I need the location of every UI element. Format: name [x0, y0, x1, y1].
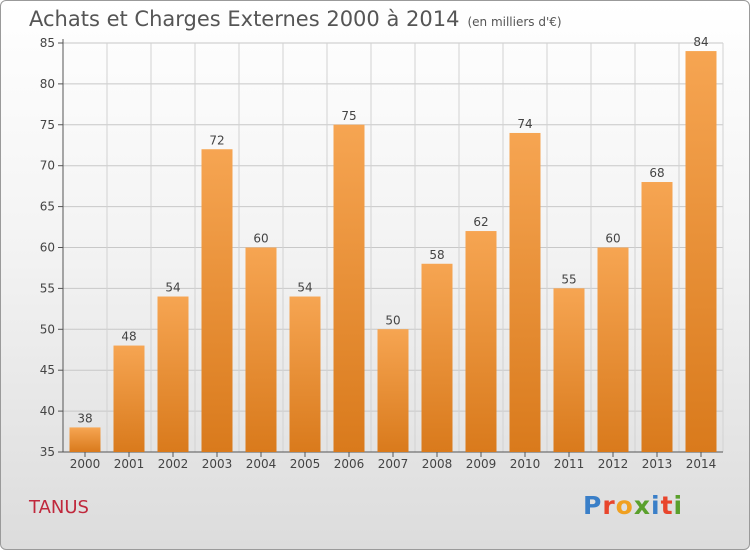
data-label: 54 — [297, 281, 312, 295]
bar — [289, 296, 321, 452]
data-label: 62 — [473, 215, 488, 229]
bar-highlight — [245, 247, 277, 250]
y-tick-label: 55 — [40, 281, 55, 295]
y-tick-label: 40 — [40, 404, 55, 418]
x-tick-label: 2010 — [510, 457, 541, 471]
x-tick-label: 2011 — [554, 457, 585, 471]
x-tick-label: 2008 — [422, 457, 453, 471]
data-label: 75 — [341, 109, 356, 123]
x-tick-label: 2002 — [158, 457, 189, 471]
data-label: 50 — [385, 313, 400, 327]
bar — [245, 247, 277, 452]
title-text: Achats et Charges Externes 2000 à 2014 — [29, 7, 460, 31]
bar — [641, 182, 673, 452]
x-tick-label: 2009 — [466, 457, 497, 471]
data-label: 60 — [605, 232, 620, 246]
logo-letter: P — [583, 491, 603, 520]
y-tick-label: 85 — [40, 36, 55, 50]
y-tick-label: 45 — [40, 363, 55, 377]
x-tick-label: 2014 — [686, 457, 717, 471]
x-tick-label: 2006 — [334, 457, 365, 471]
bar — [597, 247, 629, 452]
x-tick-label: 2005 — [290, 457, 321, 471]
y-tick-label: 75 — [40, 118, 55, 132]
bars — [69, 51, 717, 453]
logo-letter: i — [673, 491, 684, 520]
y-tick-label: 65 — [40, 200, 55, 214]
bar — [157, 296, 189, 452]
bar-highlight — [553, 288, 585, 291]
chart-subtitle: (en milliers d'€) — [467, 15, 562, 29]
data-label: 38 — [77, 411, 92, 425]
bar-highlight — [641, 182, 673, 185]
data-label: 84 — [693, 35, 708, 49]
data-label: 48 — [121, 330, 136, 344]
logo-letter: o — [615, 491, 634, 520]
data-label: 60 — [253, 232, 268, 246]
bar — [377, 329, 409, 452]
bar — [553, 288, 585, 452]
bar-highlight — [69, 427, 101, 430]
data-label: 68 — [649, 166, 664, 180]
bar-highlight — [685, 51, 717, 54]
x-tick-label: 2007 — [378, 457, 409, 471]
logo-letter: i — [651, 491, 661, 520]
bar-highlight — [465, 231, 497, 234]
bar-highlight — [333, 124, 365, 127]
bar-highlight — [201, 149, 233, 152]
bar — [685, 51, 717, 453]
bar — [201, 149, 233, 452]
data-label: 74 — [517, 117, 532, 131]
bar — [113, 345, 145, 452]
proxiti-logo: Proxiti — [583, 491, 683, 520]
x-tick-label: 2012 — [598, 457, 629, 471]
y-tick-label: 60 — [40, 241, 55, 255]
logo-letter: r — [602, 491, 616, 520]
bar-highlight — [597, 247, 629, 250]
x-tick-label: 2000 — [70, 457, 101, 471]
bar-highlight — [157, 296, 189, 299]
x-tick-label: 2003 — [202, 457, 233, 471]
bar-highlight — [509, 132, 541, 135]
bar-highlight — [289, 296, 321, 299]
x-tick-label: 2001 — [114, 457, 145, 471]
y-tick-label: 50 — [40, 322, 55, 336]
bar — [509, 132, 541, 453]
bar-highlight — [421, 263, 453, 266]
bar — [333, 124, 365, 453]
x-tick-label: 2004 — [246, 457, 277, 471]
logo-letter: t — [660, 491, 674, 520]
data-labels: 38 48 54 72 60 54 75 50 58 62 74 55 60 68 84 — [77, 35, 708, 425]
x-tick-label: 2013 — [642, 457, 673, 471]
data-label: 54 — [165, 281, 180, 295]
commune-name: TANUS — [29, 497, 89, 518]
logo-letter: x — [633, 491, 651, 520]
bar-highlight — [113, 345, 145, 348]
bar — [69, 427, 101, 452]
y-tick-label: 70 — [40, 159, 55, 173]
bar — [421, 263, 453, 452]
bar — [465, 231, 497, 452]
data-label: 55 — [561, 272, 576, 286]
y-tick-label: 80 — [40, 77, 55, 91]
chart-title: Achats et Charges Externes 2000 à 2014 (e… — [29, 7, 562, 31]
data-label: 58 — [429, 248, 444, 262]
bar-highlight — [377, 329, 409, 332]
data-label: 72 — [209, 133, 224, 147]
y-tick-label: 35 — [40, 445, 55, 459]
